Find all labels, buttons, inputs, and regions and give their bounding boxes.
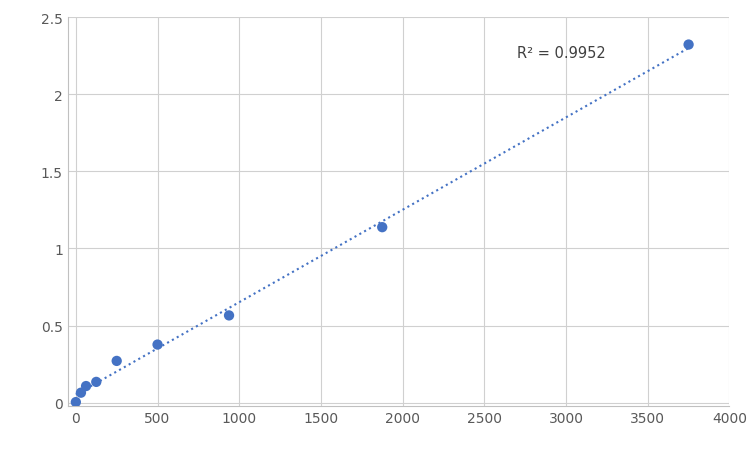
Point [70, 399, 82, 406]
Point [80, 382, 92, 390]
Point [75, 389, 87, 396]
Point [90, 378, 102, 386]
Point [111, 358, 123, 365]
Point [683, 42, 695, 49]
Point [152, 341, 164, 349]
Text: R² = 0.9952: R² = 0.9952 [517, 46, 606, 61]
Point [223, 312, 235, 319]
Point [376, 224, 388, 231]
